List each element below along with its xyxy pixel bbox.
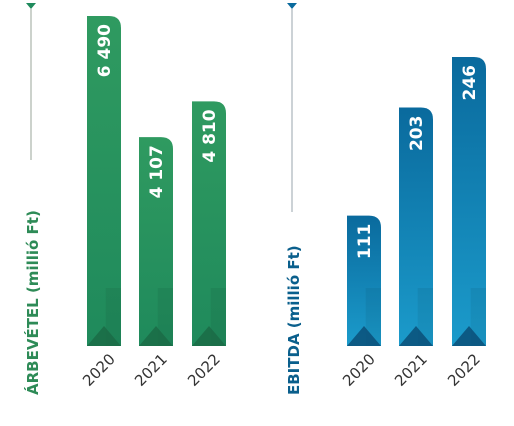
revenue-bar-2022 bbox=[192, 101, 226, 346]
revenue-value-label-2021: 4 107 bbox=[147, 145, 167, 198]
revenue-tick-label-2022: 2022 bbox=[184, 350, 224, 390]
revenue-bars: 6 490 2020 4 107 2021 4 810 2022 bbox=[79, 16, 226, 390]
ebitda-tick-label-2021: 2021 bbox=[391, 350, 431, 390]
revenue-bar-base-triangle-2020 bbox=[87, 326, 121, 346]
revenue-axis-title: ÁRBEVÉTEL (millió Ft) bbox=[23, 210, 42, 395]
ebitda-bar-base-triangle-2022 bbox=[452, 326, 486, 346]
revenue-bar-2021 bbox=[139, 137, 173, 346]
revenue-axis-marker bbox=[26, 3, 36, 160]
ebitda-value-label-2022: 246 bbox=[460, 65, 480, 101]
revenue-chart: ÁRBEVÉTEL (millió Ft) 6 490 2020 4 107 2021… bbox=[23, 3, 226, 395]
ebitda-bar-shade-2022 bbox=[470, 288, 486, 346]
ebitda-chart: EBITDA (millió Ft) 111 2020 203 2021 246 2022 bbox=[285, 3, 486, 395]
revenue-bar-shade-2022 bbox=[210, 288, 226, 346]
revenue-tick-label-2021: 2021 bbox=[131, 350, 171, 390]
ebitda-bar-shade-2020 bbox=[365, 288, 381, 346]
revenue-tick-label-2020: 2020 bbox=[79, 350, 119, 390]
revenue-value-label-2022: 4 810 bbox=[200, 109, 220, 162]
ebitda-bar-2021 bbox=[399, 107, 433, 346]
ebitda-bar-base-triangle-2021 bbox=[399, 326, 433, 346]
ebitda-tick-label-2022: 2022 bbox=[444, 350, 484, 390]
ebitda-bar-2020 bbox=[347, 215, 381, 346]
revenue-bar-shade-2020 bbox=[105, 288, 121, 346]
ebitda-tick-label-2020: 2020 bbox=[339, 350, 379, 390]
ebitda-value-label-2020: 111 bbox=[355, 224, 375, 260]
revenue-value-label-2020: 6 490 bbox=[95, 24, 115, 77]
ebitda-bar-base-triangle-2020 bbox=[347, 326, 381, 346]
revenue-bar-base-triangle-2022 bbox=[192, 326, 226, 346]
ebitda-bar-shade-2021 bbox=[417, 288, 433, 346]
revenue-bar-2020 bbox=[87, 16, 121, 346]
ebitda-value-label-2021: 203 bbox=[407, 116, 427, 152]
revenue-bar-shade-2021 bbox=[157, 288, 173, 346]
ebitda-bars: 111 2020 203 2021 246 2022 bbox=[339, 57, 486, 390]
ebitda-axis-title: EBITDA (millió Ft) bbox=[285, 245, 303, 395]
ebitda-axis-marker bbox=[287, 3, 297, 212]
ebitda-bar-2022 bbox=[452, 57, 486, 346]
revenue-bar-base-triangle-2021 bbox=[139, 326, 173, 346]
